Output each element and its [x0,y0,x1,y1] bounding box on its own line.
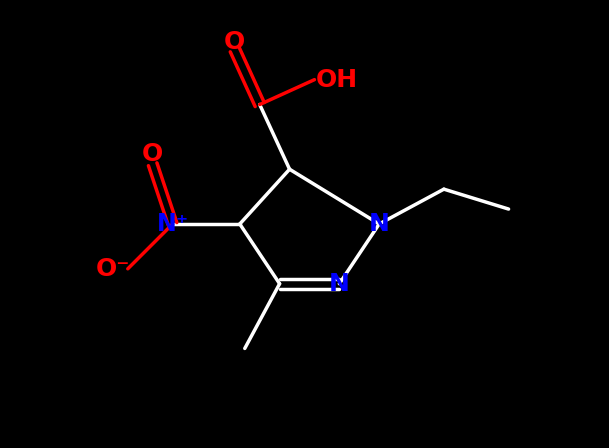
Text: N: N [329,272,350,296]
Text: OH: OH [316,68,358,92]
Text: O⁻: O⁻ [96,257,130,281]
Text: N: N [368,212,390,236]
Text: N⁺: N⁺ [157,212,189,236]
Text: O: O [142,142,163,166]
Text: O: O [224,30,245,54]
